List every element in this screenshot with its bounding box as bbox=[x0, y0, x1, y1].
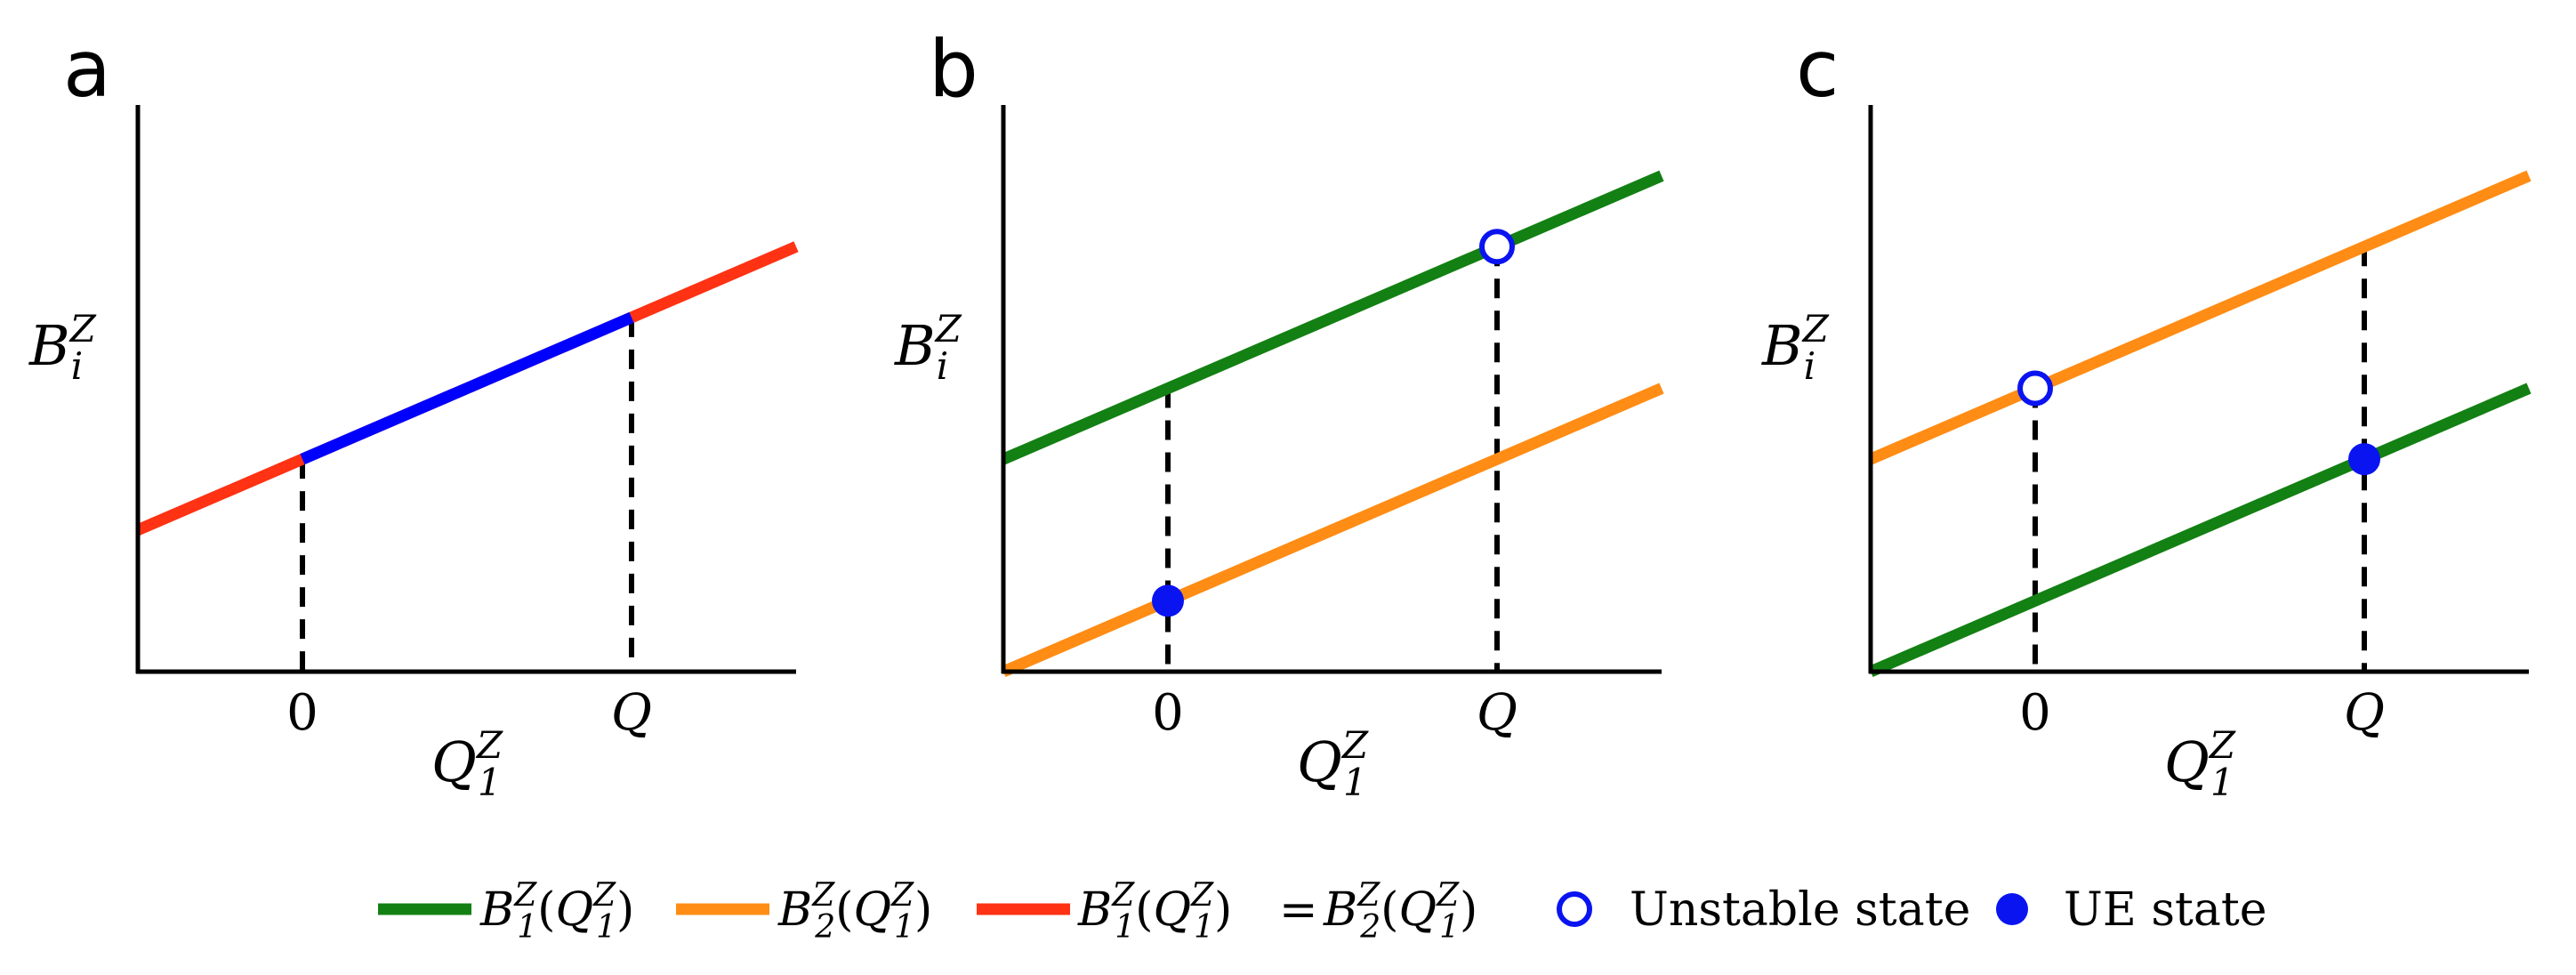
series-line-b1 bbox=[1868, 383, 2532, 677]
legend-label-b2-fn: B bbox=[777, 883, 812, 937]
legend-label-equal-left-paren-open: ( bbox=[1135, 883, 1153, 937]
unstable-state-marker bbox=[2017, 370, 2053, 407]
ue-state-marker bbox=[1152, 584, 1184, 617]
legend-label-b1-arg: Q bbox=[555, 883, 593, 937]
legend-label-equal-right-arg-sup: Z bbox=[1436, 877, 1460, 914]
panel-a: a0 QQZ 1BZ i bbox=[28, 23, 799, 804]
panel-c: c0 QQZ 1BZ i bbox=[1761, 23, 2532, 804]
x-tick-label: 0 bbox=[1152, 684, 1184, 742]
legend-ue-label: UE state bbox=[2064, 883, 2267, 937]
series-line-b2 bbox=[1001, 383, 1664, 677]
legend-label-b1-fn-sup: Z bbox=[513, 877, 537, 914]
x-axis-label-base: Q bbox=[2164, 729, 2210, 794]
series-line-b2 bbox=[1868, 170, 2532, 465]
legend-label-equal-right-paren-close: ) bbox=[1460, 883, 1477, 937]
legend-label-equal-right-paren-open: ( bbox=[1381, 883, 1398, 937]
ue-state-marker bbox=[2348, 443, 2380, 476]
y-axis-label: BZ i bbox=[1761, 307, 1830, 388]
legend-label-b1-paren-close: ) bbox=[616, 883, 634, 937]
x-axis-label-sup: Z bbox=[1340, 723, 1369, 767]
x-tick-label: Q bbox=[611, 684, 652, 742]
legend-label-equal-left-paren-close: ) bbox=[1214, 883, 1232, 937]
unstable-state-marker bbox=[1479, 229, 1515, 265]
x-axis-label-sub: 1 bbox=[1343, 761, 1367, 804]
legend-unstable-marker bbox=[1557, 891, 1592, 927]
legend-label-b1-fn: B bbox=[479, 883, 514, 937]
x-axis-label-sup: Z bbox=[2208, 723, 2236, 767]
panel-letter: b bbox=[929, 23, 978, 115]
ue-segment-line bbox=[300, 311, 634, 465]
x-tick-label: Q bbox=[1477, 684, 1517, 742]
legend-label-equal-left-arg: Q bbox=[1153, 883, 1191, 937]
x-axis-label: QZ 1 bbox=[2164, 723, 2236, 804]
legend-label-equal-left-fn: B bbox=[1077, 883, 1112, 937]
series-line-b1 bbox=[1001, 170, 1664, 465]
y-axis-label-base: B bbox=[1761, 313, 1803, 378]
legend-label-equal-left: BZ 1(QZ 1) bbox=[1077, 877, 1232, 946]
legend-label-b2-fn-sub: 2 bbox=[814, 909, 835, 946]
legend-label-equal-right-arg-sub: 1 bbox=[1439, 909, 1460, 946]
x-axis-label-base: Q bbox=[1297, 729, 1342, 794]
y-axis-label-sub: i bbox=[1804, 344, 1815, 388]
x-axis-label: QZ 1 bbox=[1297, 723, 1369, 804]
legend-label-equal-left-fn-sup: Z bbox=[1111, 877, 1135, 914]
legend-label-b1-fn-sub: 1 bbox=[517, 909, 537, 946]
legend-label-equal-right-fn-sub: 2 bbox=[1359, 909, 1381, 946]
legend-label-b2-fn-sup: Z bbox=[811, 877, 835, 914]
x-axis-label-sub: 1 bbox=[478, 761, 502, 804]
legend-label-b1: BZ 1(QZ 1) bbox=[479, 877, 634, 946]
y-axis-label-sub: i bbox=[71, 344, 83, 388]
legend-label-equal-left-arg-sup: Z bbox=[1190, 877, 1214, 914]
x-tick-label: 0 bbox=[286, 684, 318, 742]
legend-label-equal-left-arg-sub: 1 bbox=[1194, 909, 1214, 946]
y-axis-label-sub: i bbox=[937, 344, 948, 388]
legend-label-equal-right-fn: B bbox=[1323, 883, 1357, 937]
legend-unstable-label: Unstable state bbox=[1630, 883, 1970, 937]
y-axis-label-base: B bbox=[894, 313, 936, 378]
x-tick-label: 0 bbox=[2019, 684, 2051, 742]
panel-letter: c bbox=[1796, 23, 1839, 115]
legend-label-b2-paren-open: ( bbox=[835, 883, 853, 937]
legend-label-b2-arg-sup: Z bbox=[890, 877, 914, 914]
x-axis-label-sup: Z bbox=[475, 723, 503, 767]
y-axis-label: BZ i bbox=[28, 307, 97, 388]
legend-label-b2-arg-sub: 1 bbox=[894, 909, 914, 946]
panel-letter: a bbox=[63, 23, 111, 115]
x-tick-label: Q bbox=[2344, 684, 2385, 742]
legend-label-equal-right-fn-sup: Z bbox=[1356, 877, 1381, 914]
legend-ue-marker bbox=[1996, 893, 2028, 925]
y-axis-label-sup: Z bbox=[934, 307, 962, 351]
y-axis-label-sup: Z bbox=[1801, 307, 1830, 351]
legend-label-b2: BZ 2(QZ 1) bbox=[777, 877, 932, 946]
legend: BZ 1(QZ 1) BZ 2(QZ 1) BZ 1(QZ 1) = BZ 2(QZ 1) Unstabl… bbox=[378, 877, 2267, 946]
panel-b: b0 QQZ 1BZ i bbox=[894, 23, 1664, 804]
y-axis-label-base: B bbox=[28, 313, 70, 378]
legend-label-b1-arg-sub: 1 bbox=[596, 909, 616, 946]
legend-label-b2-arg: Q bbox=[853, 883, 891, 937]
legend-label-equal-left-fn-sub: 1 bbox=[1115, 909, 1135, 946]
x-axis-label-base: Q bbox=[431, 729, 477, 794]
legend-label-equal-right-arg: Q bbox=[1398, 883, 1437, 937]
y-axis-label-sup: Z bbox=[68, 307, 97, 351]
legend-label-b2-paren-close: ) bbox=[914, 883, 932, 937]
legend-label-b1-arg-sup: Z bbox=[592, 877, 616, 914]
y-axis-label: BZ i bbox=[894, 307, 962, 388]
x-axis-label-sub: 1 bbox=[2210, 761, 2234, 804]
legend-equal-sign: = bbox=[1279, 883, 1318, 937]
x-axis-label: QZ 1 bbox=[431, 723, 503, 804]
legend-label-b1-paren-open: ( bbox=[537, 883, 555, 937]
panels: a0 QQZ 1BZ ib0 QQZ 1BZ ic0 QQZ 1BZ i bbox=[28, 23, 2532, 804]
legend-label-equal-right: BZ 2(QZ 1) bbox=[1323, 877, 1477, 946]
